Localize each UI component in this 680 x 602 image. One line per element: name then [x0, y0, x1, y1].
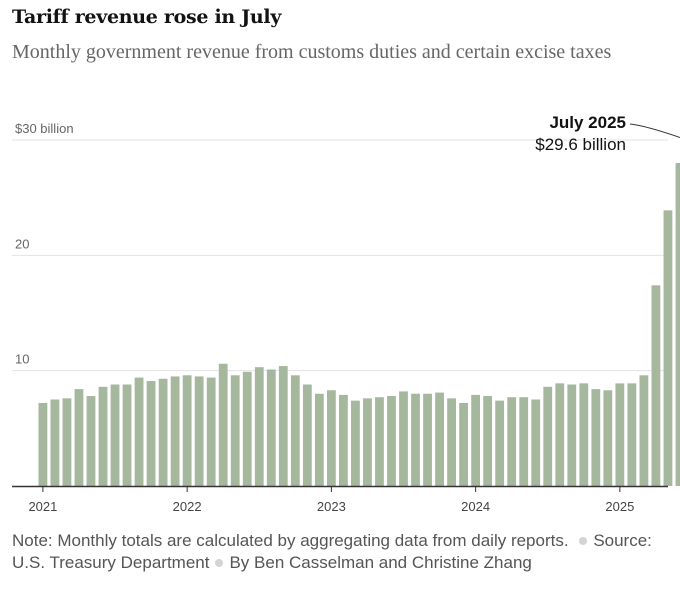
bar — [50, 399, 60, 486]
chart-subtitle: Monthly government revenue from customs … — [12, 41, 612, 63]
bar — [375, 397, 384, 486]
bar — [663, 210, 673, 486]
bar — [627, 383, 637, 486]
bar — [98, 386, 108, 486]
bar — [591, 389, 601, 486]
bar — [423, 393, 432, 486]
annotation-value: $29.6 billion — [535, 135, 626, 154]
bar — [86, 396, 96, 486]
bar — [411, 393, 420, 486]
bar — [254, 367, 264, 486]
bar — [435, 392, 444, 486]
bar — [74, 389, 84, 486]
source-text: Source: U.S. Treasury Department — [12, 531, 652, 572]
note-text: Note: Monthly totals are calculated by a… — [12, 531, 569, 550]
separator-dot — [579, 536, 588, 545]
bar — [278, 366, 288, 486]
separator-dot — [215, 558, 224, 567]
bar — [615, 383, 625, 486]
bar — [302, 384, 312, 486]
bar — [651, 285, 661, 486]
bar — [675, 163, 680, 487]
bar — [266, 369, 276, 486]
bar — [387, 396, 396, 486]
bar — [38, 402, 48, 486]
bar — [230, 375, 240, 486]
bar — [206, 377, 216, 486]
bar — [531, 399, 541, 486]
bar — [543, 386, 553, 486]
bar — [567, 384, 577, 486]
bar — [555, 383, 565, 486]
annotation: July 2025 $29.6 billion — [535, 113, 680, 154]
x-tick-label: 2021 — [28, 499, 57, 514]
bar — [603, 390, 613, 486]
bar — [170, 376, 180, 486]
bar — [483, 396, 493, 486]
gridlines: $30 billion 20 10 — [12, 121, 668, 372]
x-tick-label: 2025 — [605, 499, 634, 514]
bar — [363, 398, 372, 486]
bar — [471, 394, 481, 486]
y-tick-label: $30 billion — [15, 121, 74, 136]
bar — [339, 394, 348, 486]
annotation-arrow — [629, 123, 680, 139]
bar — [326, 390, 336, 486]
bar — [519, 397, 529, 486]
bar-chart: $30 billion 20 10 2021 2022 2023 2024 2025 Jul… — [12, 113, 680, 514]
bar — [507, 397, 517, 486]
byline-text: By Ben Casselman and Christine Zhang — [229, 553, 532, 572]
bar — [639, 375, 649, 486]
bar — [399, 391, 408, 486]
bar — [579, 383, 589, 486]
bar — [314, 393, 324, 486]
bar — [146, 381, 156, 486]
bar — [158, 378, 168, 486]
x-tick-label: 2022 — [173, 499, 202, 514]
bar — [242, 371, 252, 486]
x-axis: 2021 2022 2023 2024 2025 — [12, 485, 668, 514]
bar — [110, 384, 120, 486]
bar — [194, 376, 204, 486]
bar — [495, 400, 505, 486]
x-tick-label: 2023 — [317, 499, 346, 514]
annotation-label: July 2025 — [549, 113, 626, 132]
bar — [290, 375, 300, 486]
chart-footnote: Note: Monthly totals are calculated by a… — [12, 530, 652, 574]
y-tick-label: 20 — [15, 236, 29, 251]
x-tick-label: 2024 — [461, 499, 490, 514]
bars — [38, 163, 680, 487]
bar — [447, 398, 456, 486]
bar — [182, 375, 192, 486]
chart-title: Tariff revenue rose in July — [12, 6, 282, 28]
bar — [122, 384, 132, 486]
bar — [134, 377, 144, 486]
bar — [218, 363, 228, 486]
bar — [459, 402, 468, 486]
bar — [351, 400, 360, 486]
bar — [62, 398, 72, 486]
y-tick-label: 10 — [15, 352, 29, 367]
